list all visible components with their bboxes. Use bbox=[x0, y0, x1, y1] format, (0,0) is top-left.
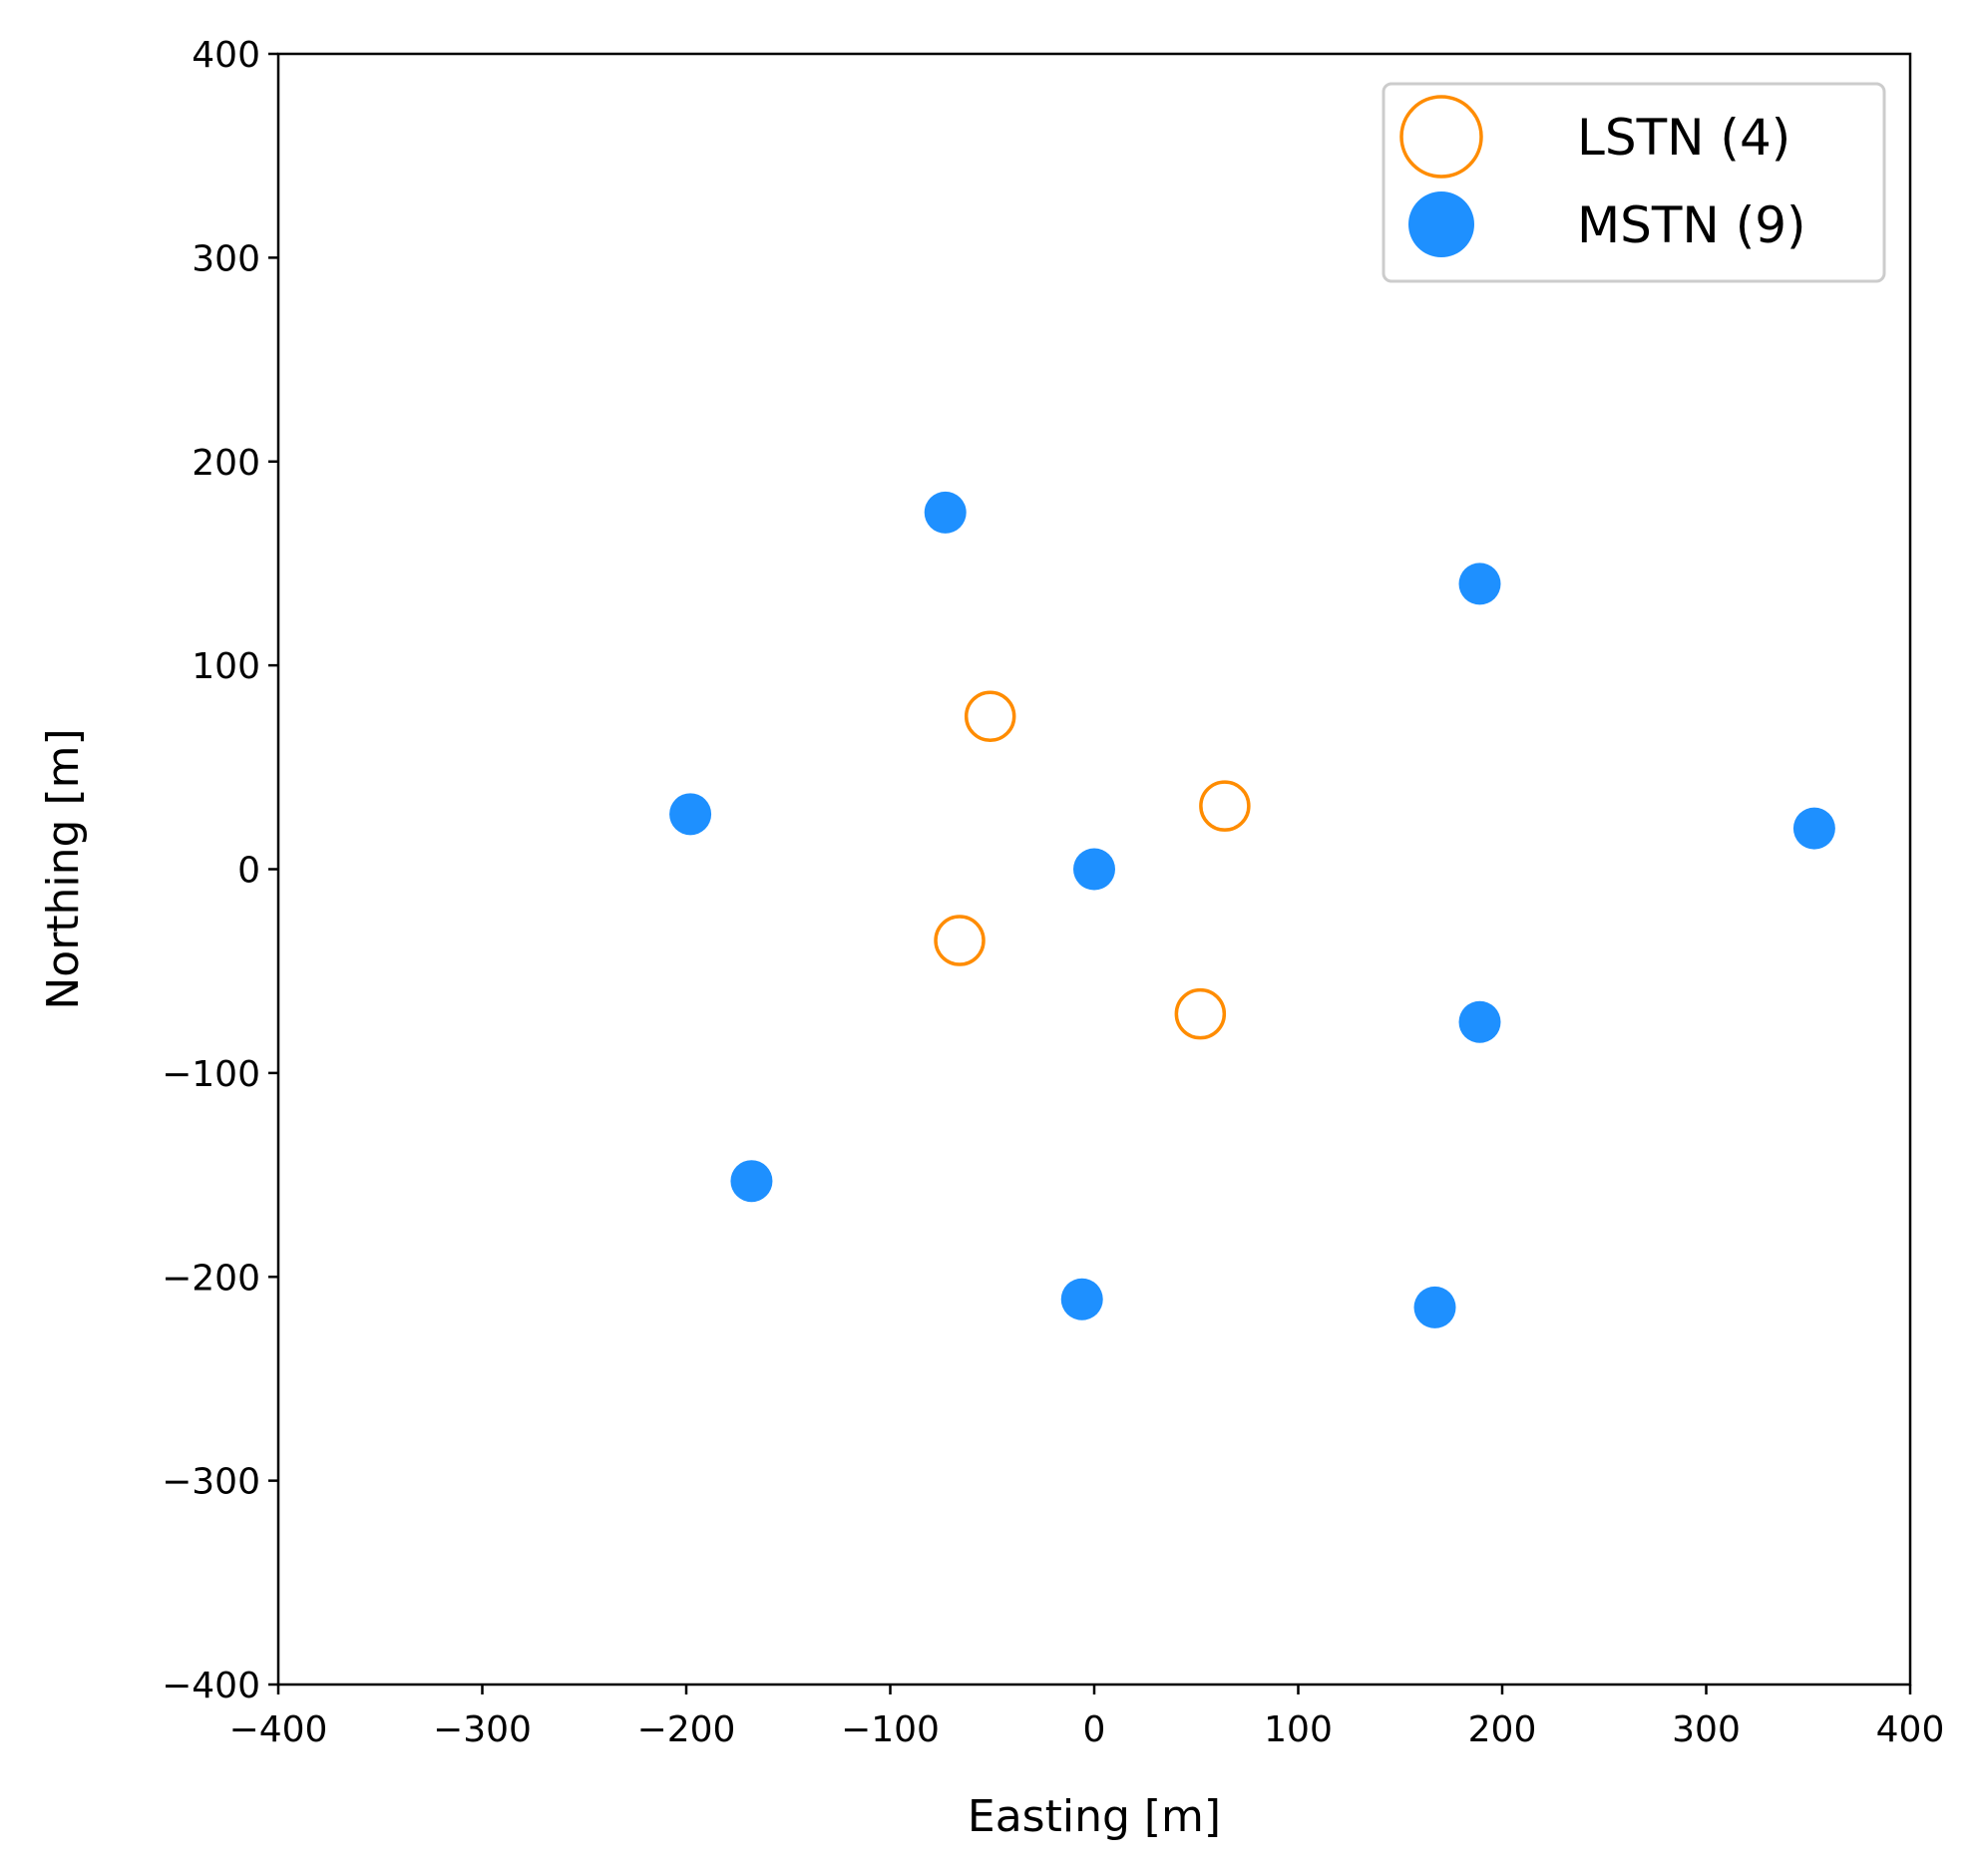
mstn-point bbox=[1458, 1000, 1501, 1043]
y-tick-label: 0 bbox=[237, 851, 260, 892]
mstn-point bbox=[1073, 848, 1115, 891]
x-tick-label: 100 bbox=[1264, 1709, 1333, 1750]
mstn-point bbox=[1413, 1286, 1456, 1328]
data-points bbox=[669, 491, 1835, 1328]
lstn-point bbox=[934, 915, 986, 966]
legend: LSTN (4) MSTN (9) bbox=[1382, 82, 1886, 283]
mstn-point bbox=[730, 1160, 773, 1203]
legend-marker-mstn bbox=[1408, 191, 1474, 257]
lstn-point bbox=[964, 690, 1016, 742]
legend-label-lstn: LSTN (4) bbox=[1577, 109, 1790, 167]
y-tick-label: 200 bbox=[192, 443, 260, 484]
y-tick-label: −300 bbox=[162, 1462, 260, 1503]
lstn-point bbox=[1199, 780, 1251, 832]
y-tick-label: −200 bbox=[162, 1258, 260, 1299]
x-tick-label: −200 bbox=[637, 1709, 736, 1750]
mstn-point bbox=[924, 491, 967, 534]
y-tick-label: −400 bbox=[162, 1666, 260, 1706]
y-tick-label: 300 bbox=[192, 238, 260, 279]
x-tick-label: 200 bbox=[1468, 1709, 1537, 1750]
x-tick-label: −300 bbox=[433, 1709, 532, 1750]
legend-marker-lstn bbox=[1399, 95, 1483, 179]
y-tick-label: 100 bbox=[192, 646, 260, 687]
x-tick-label: −400 bbox=[229, 1709, 328, 1750]
mstn-point bbox=[669, 793, 712, 836]
x-tick-label: 300 bbox=[1672, 1709, 1741, 1750]
y-tick-label: −100 bbox=[162, 1054, 260, 1095]
x-tick-label: 0 bbox=[1083, 1709, 1106, 1750]
x-axis-label: Easting [m] bbox=[968, 1791, 1221, 1842]
x-axis: −400 −300 −200 −100 0 100 200 300 400 bbox=[229, 1685, 1945, 1750]
y-axis-label: Northing [m] bbox=[38, 728, 89, 1009]
x-tick-label: −100 bbox=[841, 1709, 940, 1750]
x-tick-label: 400 bbox=[1876, 1709, 1945, 1750]
legend-box bbox=[1382, 82, 1886, 283]
legend-label-mstn: MSTN (9) bbox=[1577, 196, 1806, 254]
mstn-point bbox=[1792, 807, 1835, 850]
y-axis: −400 −300 −200 −100 0 100 200 300 400 bbox=[162, 35, 278, 1706]
y-tick-label: 400 bbox=[192, 35, 260, 76]
mstn-point bbox=[1060, 1278, 1103, 1320]
mstn-point bbox=[1458, 563, 1501, 605]
lstn-point bbox=[1174, 987, 1227, 1040]
